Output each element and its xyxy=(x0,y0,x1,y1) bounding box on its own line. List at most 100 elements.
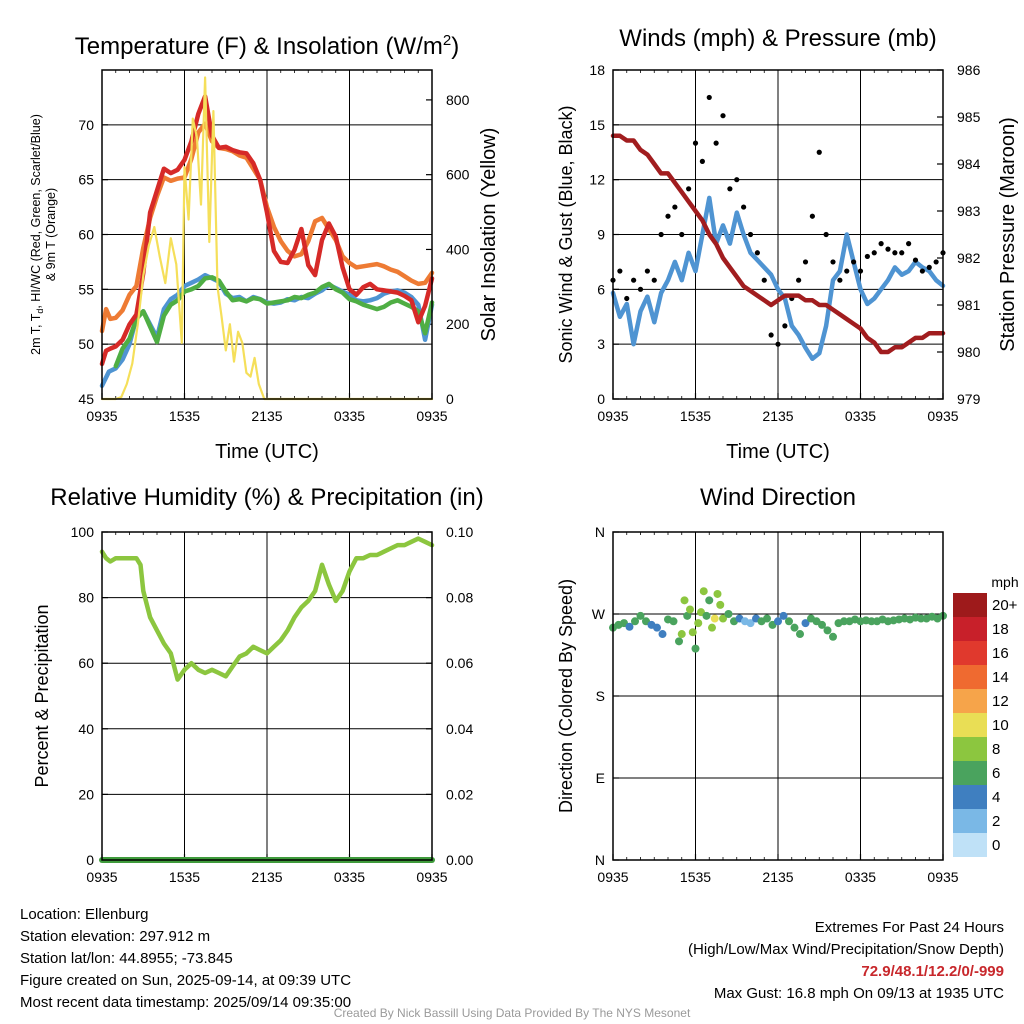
humidity-panel: Relative Humidity (%) & Precipitation (i… xyxy=(32,484,484,885)
gust-point xyxy=(802,259,809,265)
direction-point xyxy=(669,617,678,626)
speed-legend-swatch xyxy=(953,713,987,737)
series-line xyxy=(113,275,435,369)
temperature-panel: Temperature (F) & Insolation (W/m2) 0935 1… xyxy=(29,32,500,463)
x-tick-label: 0335 xyxy=(334,869,365,885)
direction-point xyxy=(675,637,683,646)
direction-point xyxy=(917,614,925,623)
gust-point xyxy=(651,277,657,283)
gust-point xyxy=(713,140,719,146)
y-tick-label: 70 xyxy=(78,117,94,133)
gust-point xyxy=(926,264,932,270)
gust-point xyxy=(672,204,678,210)
direction-point xyxy=(763,614,771,623)
extremes-title: Extremes For Past 24 Hours xyxy=(814,919,1004,936)
direction-point xyxy=(710,614,719,623)
direction-point xyxy=(785,617,793,626)
y-axis-label: 2m T, Td, HI/WC (Red, Green, Scarlet/Blu… xyxy=(29,114,45,355)
y-tick-label: 40 xyxy=(78,721,94,737)
direction-point xyxy=(790,623,799,632)
y2-tick-label: 986 xyxy=(957,62,981,78)
series-line xyxy=(99,536,435,682)
gust-point xyxy=(782,323,788,329)
station-info: Location: Ellenburg Station elevation: 2… xyxy=(20,904,351,1014)
gust-point xyxy=(644,268,650,274)
y-label-line1-rest: , HI/WC (Red, Green, Scarlet/Blue) xyxy=(29,114,43,309)
plot-frame xyxy=(612,69,944,400)
x-tick-label: 0935 xyxy=(597,869,628,885)
y-tick-label: 6 xyxy=(597,281,605,297)
direction-point xyxy=(694,619,703,628)
recent-timestamp: Most recent data timestamp: 2025/09/14 0… xyxy=(20,994,352,1011)
direction-point xyxy=(636,611,645,620)
direction-point xyxy=(840,617,848,626)
y2-tick-label: 985 xyxy=(957,109,981,125)
speed-legend-label: 14 xyxy=(992,669,1009,686)
x-tick-label: 0935 xyxy=(927,408,958,424)
speed-legend-title: mph xyxy=(991,574,1018,590)
speed-legend-swatch xyxy=(953,641,987,665)
x-tick-label: 1535 xyxy=(169,408,200,424)
credit-line: Created By Nick Bassill Using Data Provi… xyxy=(333,1006,691,1020)
y2-axis-label: Solar Insolation (Yellow) xyxy=(478,128,500,342)
gust-point xyxy=(796,277,802,283)
speed-legend-label: 2 xyxy=(992,813,1000,830)
gust-point xyxy=(892,250,898,256)
y2-tick-label: 983 xyxy=(957,203,981,219)
speed-legend-swatch xyxy=(953,689,987,713)
direction-point xyxy=(823,626,832,635)
y2-tick-label: 0.04 xyxy=(446,721,473,737)
y-tick-label: 9 xyxy=(597,227,605,243)
speed-legend: mph 20+ 18 16 14 12 10 8 6 4 2 0 xyxy=(953,574,1019,857)
y-axis-label: Percent & Precipitation xyxy=(32,604,52,787)
y-tick-label: 0 xyxy=(86,852,94,868)
y-tick-label: 60 xyxy=(78,227,94,243)
direction-point xyxy=(680,596,689,605)
y2-axis-label: Station Pressure (Maroon) xyxy=(997,117,1019,352)
plot-frame xyxy=(101,69,433,400)
panel-title: Winds (mph) & Pressure (mb) xyxy=(619,25,936,52)
speed-legend-label: 20+ xyxy=(992,597,1018,614)
y-axis-label-line2: & 9m T (Orange) xyxy=(44,188,58,281)
gust-point xyxy=(624,295,630,302)
direction-point xyxy=(774,617,782,626)
y2-tick-label: 979 xyxy=(957,391,981,407)
x-tick-label: 2135 xyxy=(251,869,282,885)
direction-point xyxy=(708,623,716,632)
gust-point xyxy=(857,268,864,274)
plot-frame xyxy=(101,531,433,861)
speed-legend-label: 8 xyxy=(992,741,1000,758)
extremes-subtitle: (High/Low/Max Wind/Precipitation/Snow De… xyxy=(688,941,1004,958)
gust-point xyxy=(761,277,767,283)
gust-point xyxy=(899,250,905,256)
y-tick-label: 18 xyxy=(589,62,605,78)
y-tick-label: 50 xyxy=(78,336,94,352)
direction-point xyxy=(631,617,639,626)
gust-point xyxy=(637,286,644,292)
extremes-values: 72.9/48.1/12.2/0/-999 xyxy=(861,963,1004,980)
gust-point xyxy=(754,250,760,256)
plot-frame xyxy=(612,531,944,861)
y-tick-label: S xyxy=(596,688,605,704)
x-tick-label: 2135 xyxy=(251,408,282,424)
direction-point xyxy=(716,600,725,609)
y-tick-label: 3 xyxy=(597,336,605,352)
y2-tick-label: 800 xyxy=(446,92,470,108)
winds-panel: Winds (mph) & Pressure (mb) 0935 1535 2135 0… xyxy=(556,25,1019,463)
direction-point xyxy=(658,630,667,639)
y-tick-label: N xyxy=(595,852,605,868)
y-tick-label: N xyxy=(595,524,605,540)
y-tick-label: 45 xyxy=(78,391,94,407)
gust-point xyxy=(699,158,705,164)
speed-legend-swatch xyxy=(953,809,987,833)
y-tick-label: 0 xyxy=(597,391,605,407)
gust-point xyxy=(768,332,774,338)
gust-point xyxy=(617,268,623,274)
x-tick-label: 0935 xyxy=(927,869,958,885)
gust-point xyxy=(816,149,822,155)
gust-point xyxy=(830,259,836,265)
y-tick-label: 60 xyxy=(78,655,94,671)
gust-point xyxy=(823,231,829,238)
